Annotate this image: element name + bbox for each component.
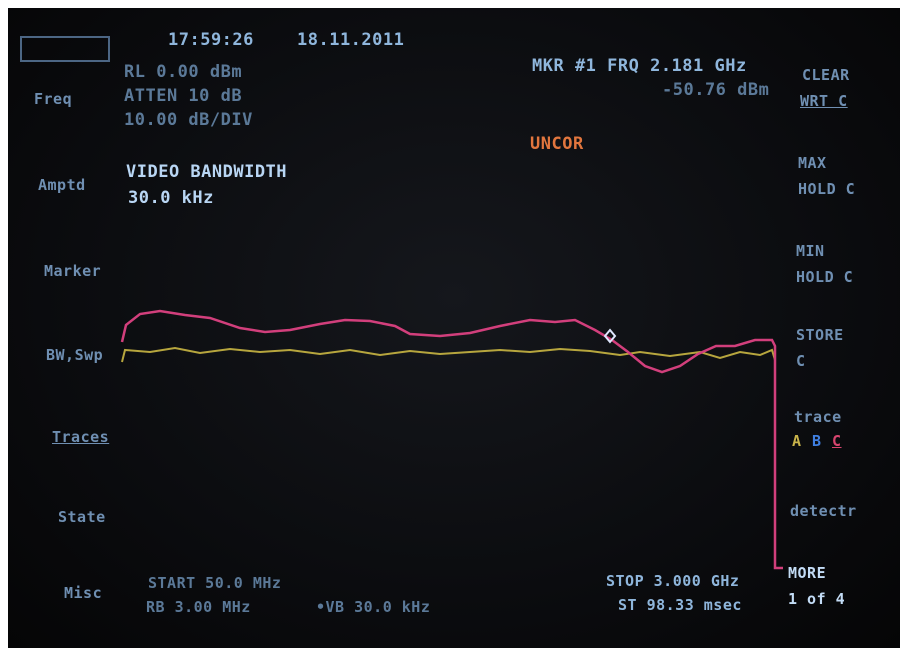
screen: 17:59:26 18.11.2011 RL 0.00 dBm ATTEN 10… — [0, 0, 908, 656]
trace-area — [0, 0, 908, 656]
trace-b — [122, 348, 775, 362]
